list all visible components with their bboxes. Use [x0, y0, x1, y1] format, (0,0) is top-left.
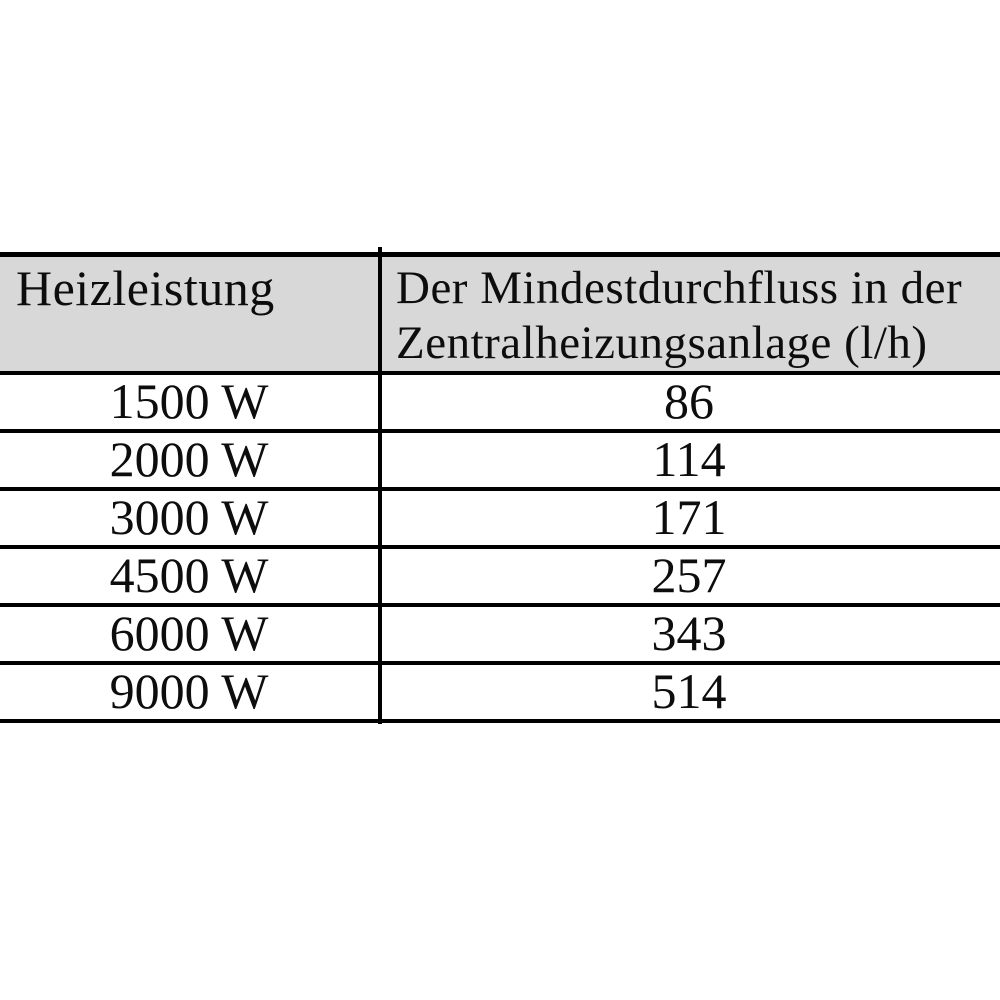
- flow-cell: 514: [651, 665, 727, 719]
- column-header-mindestdurchfluss: Der Mindestdurchfluss in der Zentralheiz…: [396, 262, 963, 369]
- table-row: 3000 W 171: [0, 491, 1000, 549]
- power-cell: 3000 W: [109, 491, 269, 545]
- power-cell: 4500 W: [109, 549, 269, 603]
- power-cell: 2000 W: [109, 433, 269, 487]
- power-cell: 6000 W: [109, 607, 269, 661]
- table-row: 9000 W 514: [0, 665, 1000, 723]
- table-row: 4500 W 257: [0, 549, 1000, 607]
- power-cell: 1500 W: [109, 375, 269, 429]
- flow-cell: 257: [651, 549, 727, 603]
- column-header-heizleistung: Heizleistung: [16, 260, 275, 316]
- column-divider-line: [378, 247, 382, 724]
- table-row: 1500 W 86: [0, 375, 1000, 433]
- flow-cell: 114: [652, 433, 726, 487]
- flow-cell: 171: [651, 491, 727, 545]
- flow-cell: 86: [664, 375, 714, 429]
- table-header-row: Heizleistung Der Mindestdurchfluss in de…: [0, 257, 1000, 375]
- min-flow-table: Heizleistung Der Mindestdurchfluss in de…: [0, 252, 1000, 723]
- power-cell: 9000 W: [109, 665, 269, 719]
- flow-cell: 343: [651, 607, 727, 661]
- table-row: 6000 W 343: [0, 607, 1000, 665]
- table-row: 2000 W 114: [0, 433, 1000, 491]
